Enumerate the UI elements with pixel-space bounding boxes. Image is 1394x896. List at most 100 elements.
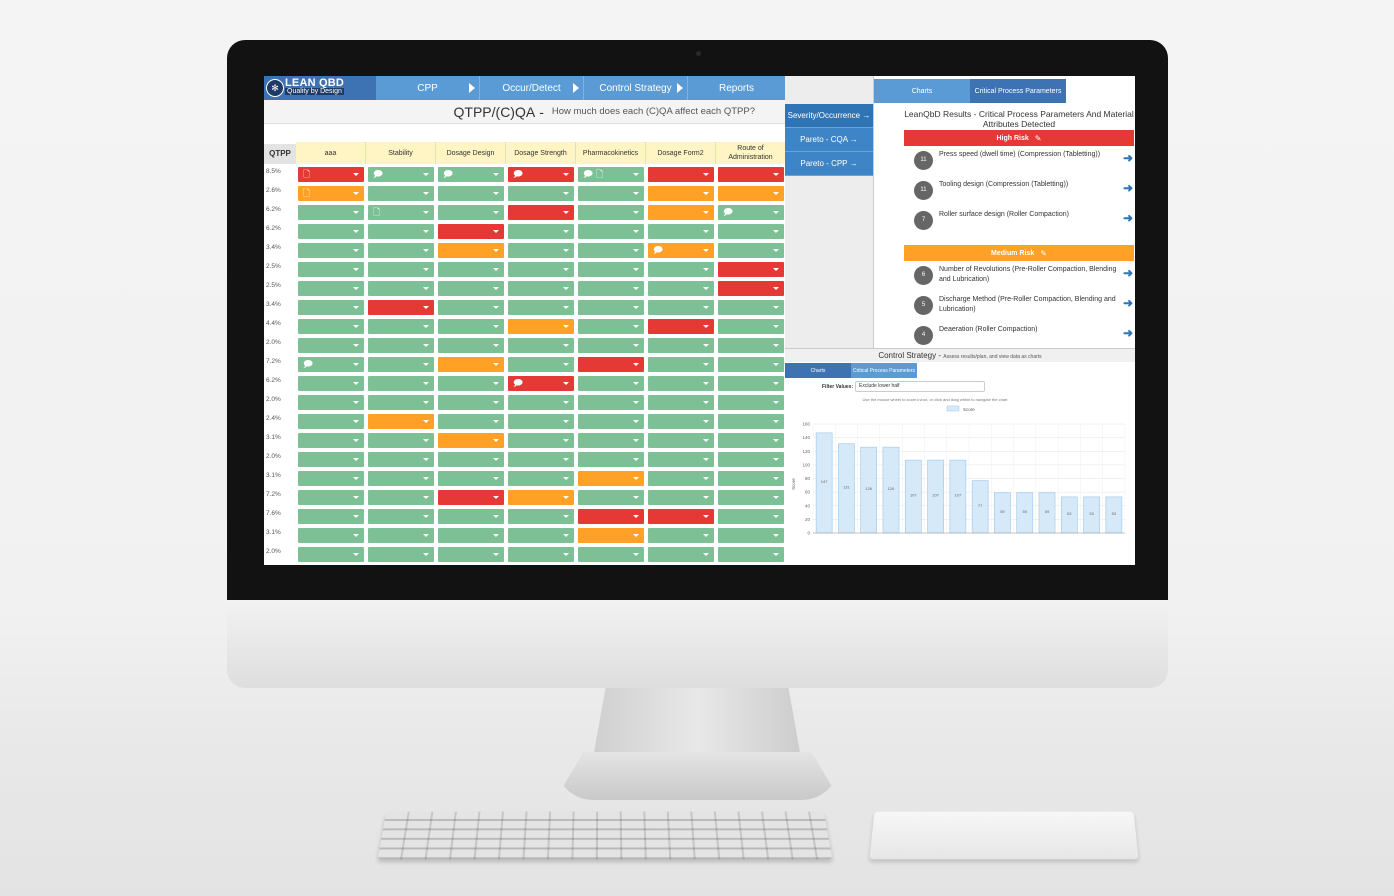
risk-item[interactable]: 6 Number of Revolutions (Pre-Roller Compa…	[912, 263, 1134, 289]
risk-select-cell[interactable]	[578, 414, 644, 429]
risk-select-cell[interactable]	[298, 547, 364, 562]
risk-select-cell[interactable]	[508, 300, 574, 315]
risk-select-cell[interactable]	[578, 281, 644, 296]
risk-select-cell[interactable]	[578, 528, 644, 543]
risk-item[interactable]: 11 Press speed (dwell time) (Compression …	[912, 148, 1134, 174]
risk-select-cell[interactable]: 🗩	[508, 376, 574, 391]
risk-select-cell[interactable]	[508, 471, 574, 486]
document-icon[interactable]: 🗋	[596, 169, 604, 179]
tab-charts[interactable]: Charts	[874, 79, 970, 103]
tab-charts[interactable]: Charts	[785, 363, 851, 378]
risk-select-cell[interactable]	[438, 376, 504, 391]
risk-select-cell[interactable]	[368, 281, 434, 296]
comment-icon[interactable]: 🗩	[583, 169, 593, 179]
logo[interactable]: ✻ LEAN QBD Quality by Design	[264, 76, 376, 100]
risk-select-cell[interactable]	[508, 490, 574, 505]
risk-select-cell[interactable]	[648, 186, 714, 201]
risk-select-cell[interactable]	[298, 262, 364, 277]
risk-select-cell[interactable]	[718, 357, 784, 372]
risk-select-cell[interactable]: 🗩	[648, 243, 714, 258]
risk-select-cell[interactable]	[438, 205, 504, 220]
edit-icon[interactable]: ✎	[1034, 133, 1042, 143]
risk-select-cell[interactable]	[368, 357, 434, 372]
risk-select-cell[interactable]	[508, 433, 574, 448]
risk-select-cell[interactable]	[438, 490, 504, 505]
tab-critical-process-parameters[interactable]: Critical Process Parameters	[970, 79, 1066, 103]
risk-select-cell[interactable]	[648, 205, 714, 220]
pareto-cpp-button[interactable]: Pareto - CPP →	[785, 152, 873, 176]
comment-icon[interactable]: 🗩	[723, 207, 733, 217]
risk-select-cell[interactable]	[298, 300, 364, 315]
risk-select-cell[interactable]	[298, 243, 364, 258]
risk-select-cell[interactable]	[648, 319, 714, 334]
arrow-right-icon[interactable]: ➜	[1122, 296, 1133, 310]
risk-select-cell[interactable]: 🗩	[298, 357, 364, 372]
risk-select-cell[interactable]	[578, 205, 644, 220]
risk-select-cell[interactable]	[438, 262, 504, 277]
risk-select-cell[interactable]	[578, 395, 644, 410]
risk-select-cell[interactable]	[648, 452, 714, 467]
document-icon[interactable]: 🗋	[373, 207, 381, 217]
risk-select-cell[interactable]	[368, 547, 434, 562]
risk-select-cell[interactable]	[438, 452, 504, 467]
risk-select-cell[interactable]	[718, 471, 784, 486]
risk-select-cell[interactable]	[298, 471, 364, 486]
risk-select-cell[interactable]	[298, 395, 364, 410]
comment-icon[interactable]: 🗩	[443, 169, 453, 179]
risk-item[interactable]: 11 Tooling design (Compression (Tablettin…	[912, 178, 1134, 204]
risk-select-cell[interactable]	[718, 414, 784, 429]
risk-select-cell[interactable]	[718, 509, 784, 524]
risk-select-cell[interactable]	[648, 262, 714, 277]
risk-select-cell[interactable]	[648, 547, 714, 562]
risk-select-cell[interactable]	[718, 490, 784, 505]
risk-select-cell[interactable]: 🗩	[368, 167, 434, 182]
risk-select-cell[interactable]	[368, 471, 434, 486]
risk-select-cell[interactable]	[438, 528, 504, 543]
risk-select-cell[interactable]	[438, 281, 504, 296]
risk-select-cell[interactable]	[298, 319, 364, 334]
arrow-right-icon[interactable]: ➜	[1122, 326, 1133, 340]
risk-select-cell[interactable]	[508, 243, 574, 258]
risk-select-cell[interactable]	[368, 528, 434, 543]
risk-select-cell[interactable]	[508, 224, 574, 239]
arrow-right-icon[interactable]: ➜	[1122, 211, 1133, 225]
risk-select-cell[interactable]	[368, 224, 434, 239]
risk-select-cell[interactable]	[718, 186, 784, 201]
risk-select-cell[interactable]: 🗩	[508, 167, 574, 182]
document-icon[interactable]: 🗋	[303, 169, 311, 179]
risk-select-cell[interactable]	[648, 528, 714, 543]
risk-select-cell[interactable]	[438, 547, 504, 562]
risk-select-cell[interactable]	[648, 357, 714, 372]
risk-select-cell[interactable]	[648, 433, 714, 448]
risk-select-cell[interactable]	[368, 414, 434, 429]
risk-select-cell[interactable]	[508, 319, 574, 334]
risk-select-cell[interactable]	[298, 205, 364, 220]
risk-select-cell[interactable]	[438, 395, 504, 410]
risk-select-cell[interactable]	[648, 509, 714, 524]
comment-icon[interactable]: 🗩	[513, 169, 523, 179]
risk-select-cell[interactable]	[718, 433, 784, 448]
risk-select-cell[interactable]	[718, 224, 784, 239]
risk-select-cell[interactable]	[718, 528, 784, 543]
risk-select-cell[interactable]	[508, 281, 574, 296]
comment-icon[interactable]: 🗩	[513, 378, 523, 388]
risk-select-cell[interactable]	[718, 547, 784, 562]
risk-select-cell[interactable]	[578, 338, 644, 353]
risk-select-cell[interactable]	[298, 224, 364, 239]
risk-select-cell[interactable]	[578, 376, 644, 391]
risk-select-cell[interactable]	[298, 528, 364, 543]
comment-icon[interactable]: 🗩	[303, 359, 313, 369]
risk-select-cell[interactable]	[648, 471, 714, 486]
risk-item[interactable]: 5 Discharge Method (Pre-Roller Compaction…	[912, 293, 1134, 319]
risk-select-cell[interactable]	[648, 281, 714, 296]
risk-select-cell[interactable]	[718, 281, 784, 296]
risk-select-cell[interactable]	[298, 338, 364, 353]
risk-select-cell[interactable]	[508, 452, 574, 467]
nav-tab-reports[interactable]: Reports	[688, 76, 785, 100]
risk-select-cell[interactable]	[298, 376, 364, 391]
risk-select-cell[interactable]	[578, 357, 644, 372]
risk-select-cell[interactable]	[438, 224, 504, 239]
risk-select-cell[interactable]	[718, 338, 784, 353]
risk-select-cell[interactable]	[718, 376, 784, 391]
risk-select-cell[interactable]	[508, 528, 574, 543]
